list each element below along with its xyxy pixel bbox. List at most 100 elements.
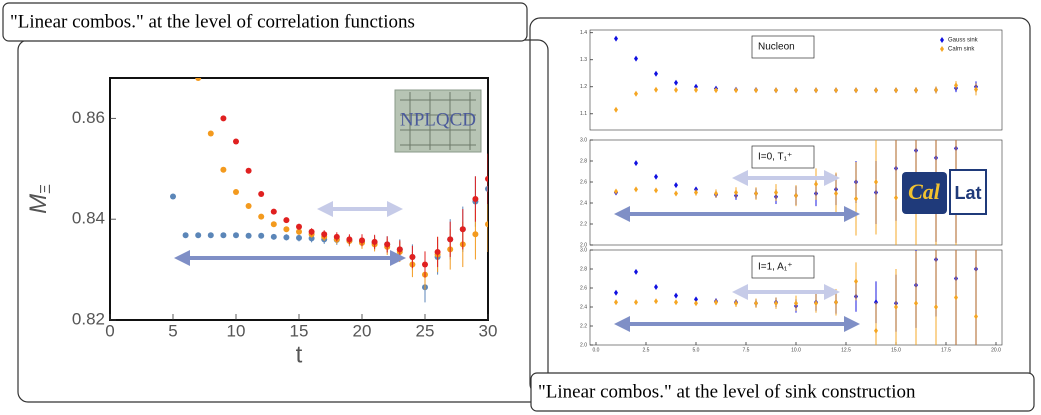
point bbox=[874, 87, 878, 93]
y-tick-label: 1.1 bbox=[580, 111, 587, 117]
point bbox=[694, 87, 698, 93]
point bbox=[271, 234, 277, 240]
point bbox=[754, 87, 758, 93]
point bbox=[195, 232, 201, 238]
annotation: Nucleon bbox=[758, 42, 795, 53]
x-tick-label: 5.0 bbox=[693, 347, 700, 353]
point bbox=[814, 87, 818, 93]
point bbox=[334, 234, 340, 240]
point bbox=[220, 167, 226, 173]
legend-marker bbox=[940, 46, 944, 52]
y-tick-label: 1.3 bbox=[580, 57, 587, 63]
point bbox=[208, 232, 214, 238]
point bbox=[674, 293, 678, 299]
point bbox=[283, 226, 289, 232]
point bbox=[774, 87, 778, 93]
y-tick-label: 2.4 bbox=[580, 200, 587, 206]
point bbox=[834, 299, 838, 305]
point bbox=[359, 237, 365, 243]
legend-label: Calm sink bbox=[948, 47, 975, 53]
point bbox=[694, 190, 698, 196]
x-tick-label: 25 bbox=[416, 321, 435, 340]
x-tick-label: 5 bbox=[168, 321, 177, 340]
point bbox=[794, 193, 798, 199]
point bbox=[854, 196, 858, 202]
caption: "Linear combos." at the level of sink co… bbox=[538, 381, 916, 402]
point bbox=[934, 304, 938, 310]
point bbox=[894, 304, 898, 310]
x-tick-label: 0 bbox=[105, 321, 114, 340]
annotation: I=0, T₁⁺ bbox=[758, 152, 792, 163]
x-tick-label: 10 bbox=[227, 321, 246, 340]
point bbox=[634, 56, 638, 62]
point bbox=[271, 221, 277, 227]
point bbox=[233, 189, 239, 195]
point bbox=[954, 295, 958, 301]
point bbox=[460, 226, 466, 232]
point bbox=[472, 231, 478, 237]
point bbox=[195, 75, 201, 81]
point bbox=[654, 284, 658, 290]
point bbox=[794, 87, 798, 93]
point bbox=[384, 241, 390, 247]
y-tick-label: 2.8 bbox=[580, 266, 587, 272]
point bbox=[170, 193, 176, 199]
annotation: I=1, A₁⁺ bbox=[758, 262, 793, 273]
point bbox=[814, 181, 818, 187]
point bbox=[422, 262, 428, 268]
x-tick-label: 20 bbox=[353, 321, 372, 340]
point bbox=[654, 298, 658, 304]
point bbox=[258, 191, 264, 197]
y-tick-label: 1.2 bbox=[580, 84, 587, 90]
x-tick-label: 17.5 bbox=[941, 347, 951, 353]
point bbox=[634, 160, 638, 166]
point bbox=[914, 87, 918, 93]
point bbox=[634, 91, 638, 97]
y-tick-label: 0.82 bbox=[72, 309, 105, 328]
point bbox=[894, 195, 898, 201]
x-tick-label: 15.0 bbox=[891, 347, 901, 353]
point bbox=[614, 36, 618, 42]
point bbox=[634, 269, 638, 275]
point bbox=[674, 80, 678, 86]
point bbox=[654, 71, 658, 77]
y-tick-label: 2.2 bbox=[580, 323, 587, 329]
point bbox=[634, 186, 638, 192]
x-tick-label: 12.5 bbox=[841, 347, 851, 353]
point bbox=[409, 254, 415, 260]
legend-label: Gauss sink bbox=[948, 38, 979, 44]
x-tick-label: 2.5 bbox=[643, 347, 650, 353]
point bbox=[220, 232, 226, 238]
point bbox=[874, 328, 878, 334]
point bbox=[974, 314, 978, 320]
point bbox=[271, 209, 277, 215]
point bbox=[258, 214, 264, 220]
slide: 0.820.840.86051015202530tMΞ1.11.21.31.4N… bbox=[0, 0, 1041, 415]
point bbox=[774, 300, 778, 306]
chart: 1.11.21.31.4NucleonGauss sinkCalm sink bbox=[580, 30, 1002, 130]
point bbox=[674, 299, 678, 305]
y-tick-label: 0.86 bbox=[72, 108, 105, 127]
logo-text: NPLQCD bbox=[400, 109, 476, 130]
point bbox=[774, 190, 778, 196]
point bbox=[614, 188, 618, 194]
y-tick-label: 2.2 bbox=[580, 221, 587, 227]
point bbox=[634, 299, 638, 305]
nplqcd-logo: NPLQCD bbox=[395, 90, 481, 152]
point bbox=[874, 179, 878, 185]
point bbox=[654, 187, 658, 193]
page: {"captions": {"top": "\"Linear combos.\"… bbox=[0, 0, 1041, 415]
point bbox=[372, 239, 378, 245]
y-tick-label: 2.0 bbox=[580, 342, 587, 348]
x-tick-label: 30 bbox=[479, 321, 498, 340]
point bbox=[674, 87, 678, 93]
point bbox=[183, 232, 189, 238]
y-tick-label: 2.4 bbox=[580, 304, 587, 310]
chart: 2.02.22.42.62.83.0I=0, T₁⁺ bbox=[580, 54, 1002, 287]
y-tick-label: 0.84 bbox=[72, 209, 105, 228]
y-axis-label: MΞ bbox=[25, 184, 54, 214]
point bbox=[321, 231, 327, 237]
logo-text: Lat bbox=[955, 183, 982, 203]
y-axis-label-main: M bbox=[25, 194, 52, 214]
